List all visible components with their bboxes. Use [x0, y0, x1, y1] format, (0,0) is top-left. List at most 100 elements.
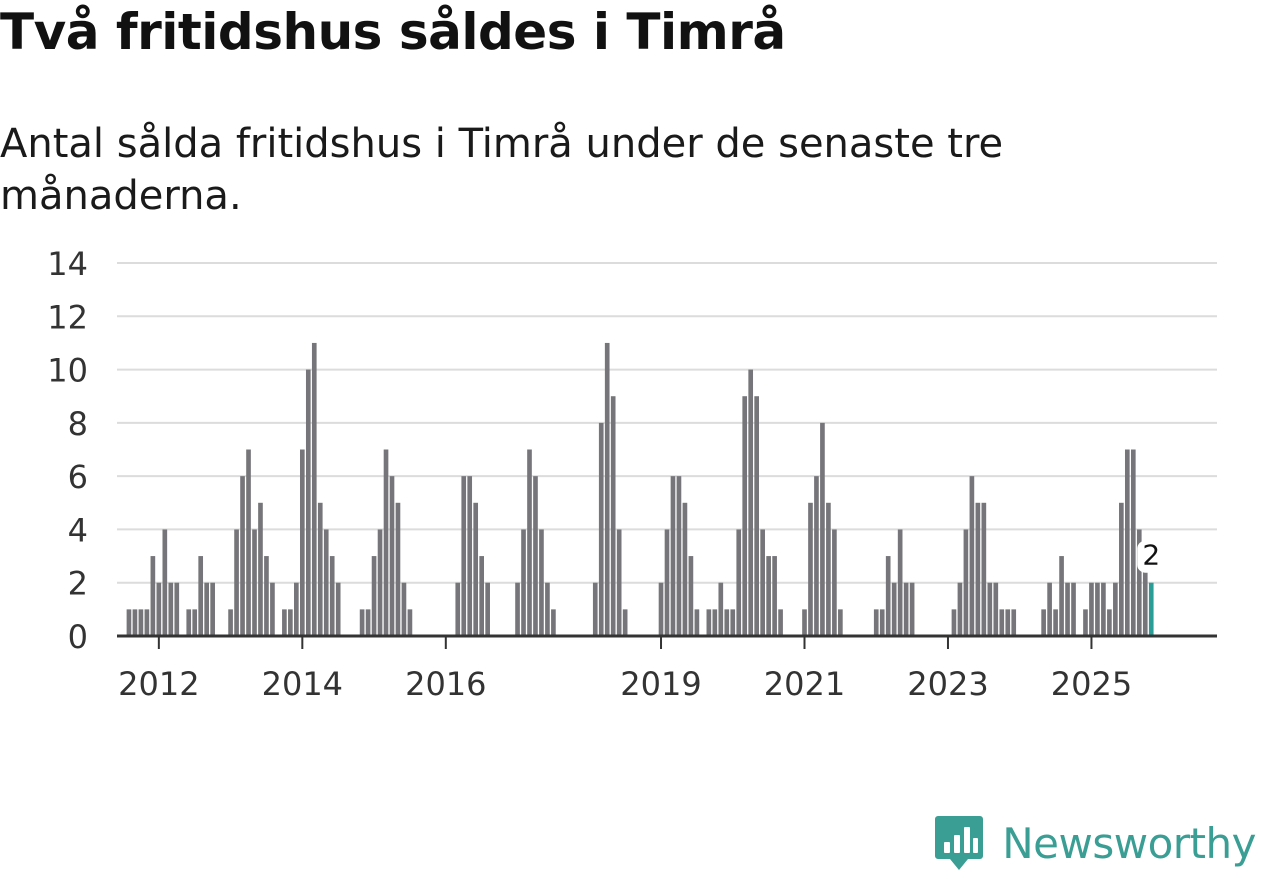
bar	[317, 502, 323, 636]
bar	[168, 582, 174, 636]
bar	[210, 582, 215, 636]
bar	[742, 396, 748, 636]
bar	[377, 529, 383, 636]
bar	[479, 556, 484, 636]
bar	[551, 609, 556, 636]
bar	[473, 502, 479, 636]
bar	[359, 609, 365, 636]
bar	[826, 502, 831, 636]
bar	[294, 582, 299, 636]
x-axis-ticks: 2012 2014 2016 2019 2021 2023 2025	[118, 636, 1132, 703]
y-tick-label: 14	[47, 245, 88, 283]
newsworthy-bar-chart-icon	[935, 816, 984, 870]
bar	[969, 476, 975, 636]
bar	[1065, 582, 1070, 636]
bar	[1136, 529, 1142, 636]
bar	[311, 342, 317, 636]
bar	[1101, 582, 1106, 636]
newsworthy-logo[interactable]: Newsworthy	[934, 813, 1256, 873]
bar	[174, 582, 180, 636]
x-tick-label: 2023	[907, 665, 988, 703]
bar	[1095, 582, 1100, 636]
bar	[126, 609, 132, 636]
bar	[521, 529, 526, 636]
bar	[1124, 449, 1130, 636]
bar	[694, 609, 700, 636]
bar	[156, 582, 162, 636]
bar	[198, 556, 204, 636]
chart-title: Två fritidshus såldes i Timrå	[0, 3, 786, 61]
bar	[820, 422, 825, 636]
x-tick-label: 2021	[764, 665, 845, 703]
bar	[664, 529, 670, 636]
bar	[288, 609, 293, 636]
bar	[228, 609, 233, 636]
y-tick-label: 12	[47, 298, 88, 336]
bar	[246, 449, 251, 636]
bar	[539, 529, 544, 636]
bar	[1089, 582, 1094, 636]
bar	[282, 609, 287, 636]
y-tick-label: 8	[68, 405, 88, 443]
bar	[1041, 609, 1046, 636]
bar	[144, 609, 150, 636]
chart-subtitle: Antal sålda fritidshus i Timrå under de …	[0, 121, 1004, 219]
bar	[1119, 502, 1124, 636]
data-label: 2	[1142, 539, 1160, 572]
y-tick-label: 4	[68, 511, 88, 549]
bar	[1011, 609, 1017, 636]
bar	[305, 369, 311, 636]
bar	[999, 609, 1005, 636]
bar	[1083, 609, 1088, 636]
bar	[808, 502, 813, 636]
bar	[772, 556, 777, 636]
bar	[724, 609, 730, 636]
x-tick-label: 2012	[118, 665, 199, 703]
x-tick-label: 2025	[1051, 665, 1132, 703]
y-tick-label: 10	[47, 352, 88, 390]
bar	[329, 556, 335, 636]
bar	[455, 582, 461, 636]
bar	[150, 556, 156, 636]
bar	[616, 529, 622, 636]
bar	[389, 476, 395, 636]
bar	[1107, 609, 1112, 636]
bar	[383, 449, 389, 636]
bar	[461, 476, 467, 636]
bar	[467, 476, 473, 636]
bar	[240, 476, 245, 636]
bar	[838, 609, 843, 636]
bar	[186, 609, 192, 636]
bar	[533, 476, 538, 636]
bar	[1047, 582, 1052, 636]
bar	[610, 396, 616, 636]
bar	[515, 582, 520, 636]
bar	[592, 582, 598, 636]
bar	[832, 529, 837, 636]
bar	[1142, 556, 1148, 636]
data-label-background	[1137, 540, 1166, 573]
bars	[126, 342, 1154, 636]
data-labels: 2	[1137, 539, 1166, 573]
bar	[975, 502, 981, 636]
bar	[670, 476, 676, 636]
bar	[527, 449, 532, 636]
bar	[252, 529, 257, 636]
bar	[335, 582, 341, 636]
bar	[802, 609, 807, 636]
highlighted-bar	[1148, 582, 1154, 636]
bar	[981, 502, 987, 636]
bar	[873, 609, 879, 636]
bar	[897, 529, 903, 636]
bar	[891, 582, 897, 636]
bar	[963, 529, 969, 636]
bar	[909, 582, 915, 636]
bar	[299, 449, 305, 636]
bar	[957, 582, 963, 636]
bar	[371, 556, 377, 636]
bar	[545, 582, 550, 636]
bar	[1071, 582, 1076, 636]
bar	[760, 529, 765, 636]
bar	[718, 582, 724, 636]
